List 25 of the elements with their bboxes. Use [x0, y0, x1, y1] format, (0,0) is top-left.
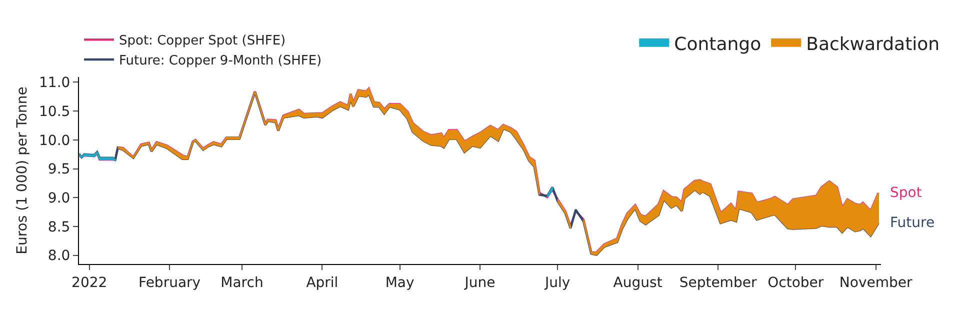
y-tick-label: 8.5 [48, 219, 70, 236]
y-tick-label: 9.5 [48, 162, 70, 178]
y-axis-title: Euros (1 000) per Tonne [14, 86, 31, 254]
x-tick-label: June [464, 274, 496, 291]
x-tick-label: February [138, 274, 201, 291]
x-tick-label: May [385, 274, 414, 291]
y-tick-label: 10.5 [39, 104, 70, 120]
annotation: Spot [890, 185, 922, 201]
annotation: Future [890, 215, 935, 231]
y-tick-label: 8.0 [48, 248, 70, 264]
x-tick-label: November [839, 274, 912, 291]
legend-label: Contango [674, 34, 762, 55]
x-tick-label: March [220, 274, 264, 291]
x-tick-label: July [544, 274, 570, 291]
y-tick-label: 11.0 [39, 75, 70, 92]
y-tick-label: 9.0 [48, 190, 70, 207]
legend-label: Backwardation [806, 34, 940, 55]
x-tick-label: 2022 [72, 274, 108, 291]
x-tick-label: September [679, 274, 757, 291]
x-tick-label: October [768, 274, 824, 291]
x-tick-label: August [613, 274, 663, 291]
x-tick-label: April [306, 274, 338, 291]
legend-label: Spot: Copper Spot (SHFE) [119, 34, 286, 49]
legend-label: Future: Copper 9-Month (SHFE) [119, 54, 322, 69]
y-tick-label: 10.0 [39, 132, 70, 149]
